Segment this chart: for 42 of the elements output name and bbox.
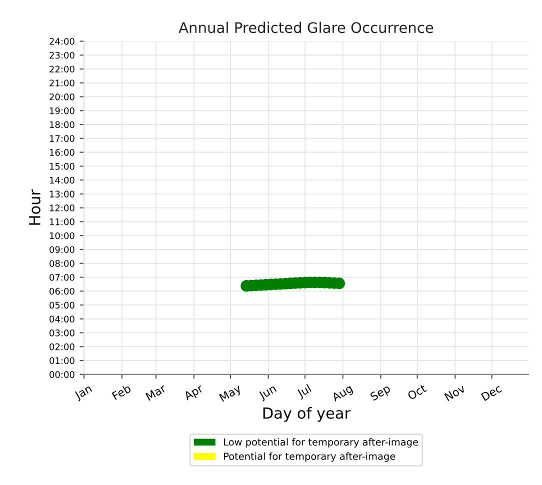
y-tick-label: 24:00 bbox=[50, 38, 74, 45]
y-tick-label: 19:00 bbox=[50, 107, 74, 114]
y-tick-label: 23:00 bbox=[50, 52, 74, 59]
x-tick-label: Jan bbox=[74, 384, 94, 402]
y-tick-label: 14:00 bbox=[50, 176, 74, 184]
y-tick-label: 05:00 bbox=[50, 302, 74, 309]
y-tick-label: 04:00 bbox=[50, 316, 74, 322]
y-tick-label: 01:00 bbox=[50, 357, 74, 364]
y-tick-label: 00:00 bbox=[50, 371, 74, 378]
y-tick-label: 06:00 bbox=[50, 288, 74, 295]
y-tick-label: 16:00 bbox=[50, 149, 74, 156]
x-tick-label: Oct bbox=[406, 384, 428, 400]
x-tick-label: Jun bbox=[258, 384, 278, 402]
x-tick-label: Feb bbox=[112, 384, 132, 400]
y-tick-label: 03:00 bbox=[50, 330, 74, 336]
y-tick-label: 07:00 bbox=[50, 274, 74, 281]
x-axis-title: Day of year bbox=[263, 407, 351, 422]
x-tick-label: May bbox=[219, 384, 243, 404]
y-tick-label: 22:00 bbox=[50, 66, 74, 73]
chart-title: Annual Predicted Glare Occurrence bbox=[178, 22, 434, 34]
legend-label: Low potential for temporary after-image bbox=[224, 438, 418, 448]
y-tick-label: 02:00 bbox=[50, 343, 74, 350]
y-tick-label: 12:00 bbox=[50, 204, 74, 212]
x-tick-label: Jul bbox=[296, 384, 313, 400]
y-tick-label: 09:00 bbox=[50, 246, 74, 254]
x-tick-label: Aug bbox=[331, 384, 354, 404]
y-tick-label: 11:00 bbox=[50, 218, 74, 226]
y-tick-label: 17:00 bbox=[50, 135, 74, 142]
x-tick-label: Nov bbox=[444, 384, 466, 402]
y-axis-title: Hour bbox=[29, 189, 40, 225]
x-tick-label: Apr bbox=[183, 384, 205, 402]
x-tick-label: Sep bbox=[370, 384, 392, 403]
x-tick-label: Mar bbox=[145, 384, 167, 401]
legend-label: Potential for temporary after-image bbox=[224, 452, 396, 462]
y-tick-label: 15:00 bbox=[50, 162, 74, 170]
y-tick-label: 10:00 bbox=[50, 232, 74, 240]
y-tick-label: 08:00 bbox=[50, 260, 74, 267]
y-tick-label: 18:00 bbox=[50, 121, 74, 128]
y-tick-label: 21:00 bbox=[50, 80, 74, 86]
x-tick-label: Dec bbox=[480, 384, 502, 402]
y-tick-label: 13:00 bbox=[50, 190, 74, 198]
y-tick-label: 20:00 bbox=[50, 93, 74, 100]
